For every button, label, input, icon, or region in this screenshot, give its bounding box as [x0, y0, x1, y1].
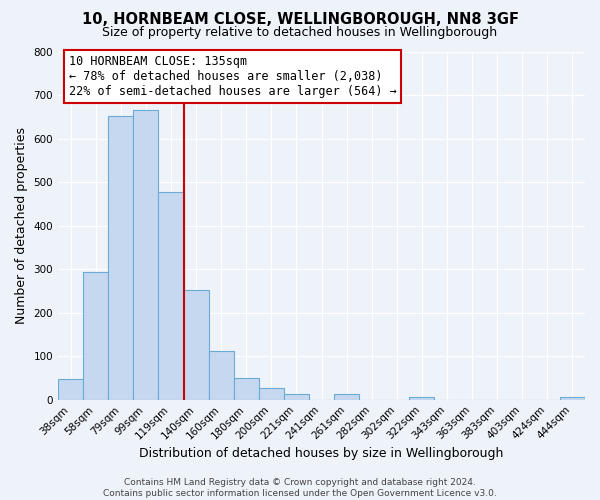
Bar	[209, 350, 233, 400]
X-axis label: Distribution of detached houses by size in Wellingborough: Distribution of detached houses by size …	[139, 447, 504, 460]
Text: 10 HORNBEAM CLOSE: 135sqm
← 78% of detached houses are smaller (2,038)
22% of se: 10 HORNBEAM CLOSE: 135sqm ← 78% of detac…	[68, 55, 397, 98]
Bar	[334, 394, 359, 400]
Bar	[259, 388, 284, 400]
Bar	[108, 116, 133, 400]
Bar	[284, 394, 309, 400]
Text: Contains HM Land Registry data © Crown copyright and database right 2024.
Contai: Contains HM Land Registry data © Crown c…	[103, 478, 497, 498]
Bar	[560, 396, 585, 400]
Bar	[409, 396, 434, 400]
Y-axis label: Number of detached properties: Number of detached properties	[15, 127, 28, 324]
Text: 10, HORNBEAM CLOSE, WELLINGBOROUGH, NN8 3GF: 10, HORNBEAM CLOSE, WELLINGBOROUGH, NN8 …	[82, 12, 518, 28]
Bar	[83, 272, 108, 400]
Bar	[133, 110, 158, 400]
Bar	[158, 192, 184, 400]
Text: Size of property relative to detached houses in Wellingborough: Size of property relative to detached ho…	[103, 26, 497, 39]
Bar	[184, 290, 209, 400]
Bar	[233, 378, 259, 400]
Bar	[58, 380, 83, 400]
